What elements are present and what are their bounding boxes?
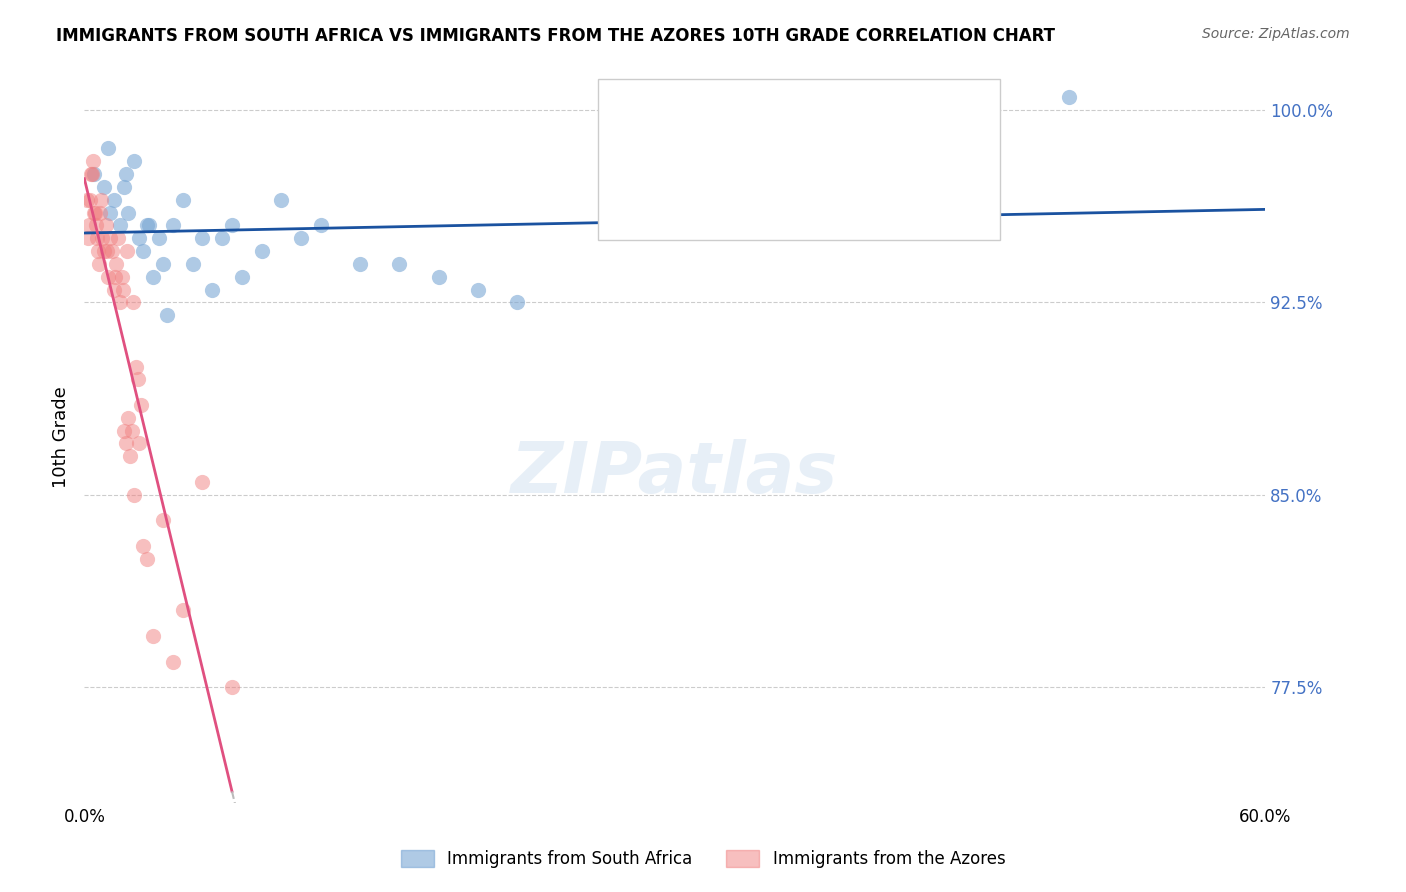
Point: [98, 231, 121, 245]
Point: [84, 219, 107, 233]
Point: [84, 205, 107, 219]
Point: [111, 269, 134, 284]
Point: [231, 269, 253, 284]
Point: [388, 257, 411, 271]
Point: [79, 193, 101, 207]
Point: [131, 398, 153, 412]
Point: [89, 205, 111, 219]
Point: [290, 231, 312, 245]
Point: [427, 269, 450, 284]
Point: [124, 359, 146, 374]
Point: [1057, 90, 1080, 104]
Point: [221, 219, 243, 233]
Point: [97, 269, 120, 284]
Point: [221, 681, 243, 695]
Point: [132, 244, 155, 258]
Point: [138, 219, 160, 233]
Point: [97, 141, 120, 155]
Point: [83, 205, 105, 219]
Point: [103, 283, 125, 297]
Point: [111, 283, 134, 297]
Point: [162, 655, 184, 669]
Point: [142, 269, 165, 284]
Point: [117, 205, 139, 219]
FancyBboxPatch shape: [598, 78, 1000, 240]
Point: [121, 295, 143, 310]
Point: [114, 167, 136, 181]
Point: [128, 436, 150, 450]
Point: [114, 436, 136, 450]
Point: [172, 193, 194, 207]
Point: [122, 154, 145, 169]
Point: [98, 205, 121, 219]
Point: [112, 424, 135, 438]
Point: [91, 231, 114, 245]
Point: [108, 219, 131, 233]
Point: [108, 295, 131, 310]
Point: [87, 244, 110, 258]
Point: [112, 179, 135, 194]
Point: [79, 219, 101, 233]
Point: [191, 231, 214, 245]
Point: [156, 308, 179, 322]
Point: [90, 193, 112, 207]
Legend: Immigrants from South Africa, Immigrants from the Azores: Immigrants from South Africa, Immigrants…: [394, 843, 1012, 875]
Point: [467, 283, 489, 297]
Point: [250, 244, 273, 258]
Point: [83, 167, 105, 181]
Point: [211, 231, 233, 245]
Point: [152, 514, 174, 528]
Point: [87, 257, 111, 271]
Point: [148, 231, 170, 245]
Point: [181, 257, 204, 271]
Point: [270, 193, 292, 207]
Y-axis label: 10th Grade: 10th Grade: [52, 386, 70, 488]
Point: [118, 450, 141, 464]
Point: [96, 244, 118, 258]
Point: [104, 257, 127, 271]
Point: [93, 244, 115, 258]
Point: [172, 603, 194, 617]
Point: [128, 231, 150, 245]
Point: [162, 219, 184, 233]
Point: [152, 257, 174, 271]
Point: [127, 372, 149, 386]
Point: [136, 219, 159, 233]
Point: [104, 269, 127, 284]
Point: [201, 283, 224, 297]
Point: [122, 488, 145, 502]
Point: [121, 424, 143, 438]
Point: [76, 193, 98, 207]
Point: [86, 231, 108, 245]
Point: [191, 475, 214, 489]
Text: IMMIGRANTS FROM SOUTH AFRICA VS IMMIGRANTS FROM THE AZORES 10TH GRADE CORRELATIO: IMMIGRANTS FROM SOUTH AFRICA VS IMMIGRAN…: [56, 27, 1056, 45]
Point: [103, 193, 125, 207]
Point: [132, 539, 155, 553]
Point: [136, 552, 159, 566]
Point: [82, 167, 104, 181]
Point: [142, 629, 165, 643]
Legend: R =  0.427   N = 36, R = -0.367   N = 49: R = 0.427 N = 36, R = -0.367 N = 49: [686, 83, 900, 141]
Point: [506, 295, 529, 310]
Point: [77, 231, 100, 245]
Point: [117, 410, 139, 425]
Text: Source: ZipAtlas.com: Source: ZipAtlas.com: [1202, 27, 1350, 41]
Point: [94, 219, 117, 233]
Point: [82, 154, 104, 169]
Point: [309, 219, 332, 233]
Point: [101, 244, 124, 258]
Point: [80, 167, 103, 181]
Point: [93, 179, 115, 194]
Point: [107, 231, 129, 245]
Point: [349, 257, 371, 271]
Text: ZIPatlas: ZIPatlas: [512, 439, 838, 508]
Point: [115, 244, 138, 258]
